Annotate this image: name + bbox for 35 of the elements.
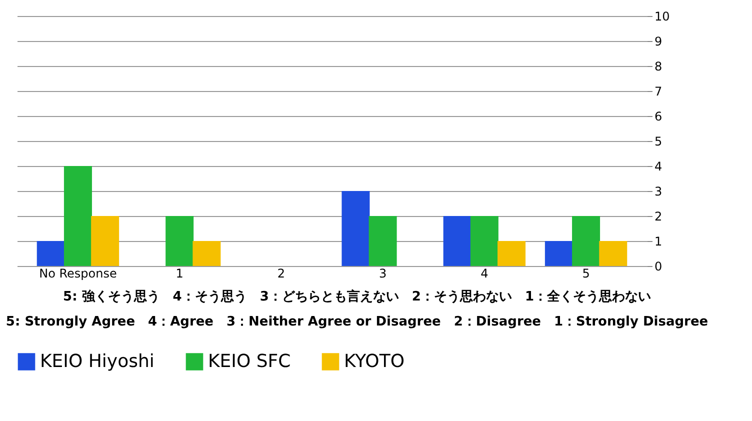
y-tick-label: 4 — [654, 160, 662, 174]
bar — [368, 216, 397, 266]
legend-label: KYOTO — [344, 350, 405, 372]
text: 5: Strongly Agree 4：Agree 3：Neither Agree or Disagree 2：Disagree 1：Strongly Disagree — [6, 314, 708, 330]
x-tick-label: 5 — [582, 266, 590, 280]
y-tick-label: 8 — [654, 60, 662, 74]
bar — [36, 241, 65, 266]
y-tick-label: 9 — [654, 34, 662, 48]
x-tick-label: 1 — [176, 266, 184, 280]
y-tick-label: 10 — [654, 10, 670, 24]
bar — [342, 191, 370, 266]
legend-label: KEIO SFC — [208, 350, 291, 372]
bar — [544, 241, 573, 266]
bar — [166, 216, 194, 266]
y-tick-label: 1 — [654, 234, 662, 248]
y-tick-label: 7 — [654, 84, 662, 98]
bar — [572, 216, 600, 266]
bar — [443, 216, 472, 266]
y-tick-label: 2 — [654, 210, 662, 224]
bar — [599, 241, 628, 266]
legend-label: KEIO Hiyoshi — [40, 350, 154, 372]
x-tick-label: 2 — [277, 266, 286, 280]
bar — [192, 241, 221, 266]
bar — [64, 166, 92, 266]
bar — [498, 241, 526, 266]
x-tick-label: 4 — [480, 266, 488, 280]
x-tick-label: 3 — [378, 266, 387, 280]
bar — [470, 216, 498, 266]
text: 5: 強くそう思う 4：そう思う 3：どちらとも言えない 2：そう思わない 1：全くそう思わない — [63, 288, 651, 304]
x-tick-label: No Response — [39, 266, 117, 280]
y-tick-label: 6 — [654, 110, 662, 124]
y-tick-label: 0 — [654, 260, 662, 274]
y-tick-label: 5 — [654, 134, 662, 148]
bar — [91, 216, 120, 266]
y-tick-label: 3 — [654, 184, 662, 198]
